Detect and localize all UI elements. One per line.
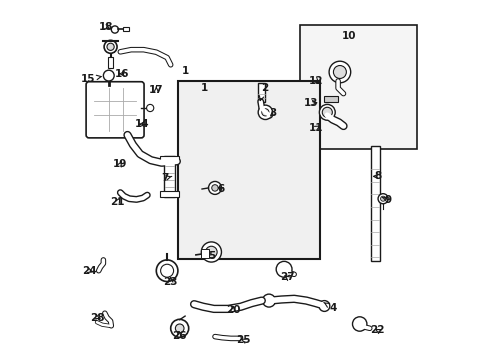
Circle shape	[380, 196, 385, 201]
Circle shape	[262, 294, 275, 307]
Text: 15: 15	[81, 74, 101, 84]
Bar	[159, 156, 179, 162]
Circle shape	[175, 324, 183, 333]
Circle shape	[328, 61, 350, 83]
Text: 4: 4	[323, 302, 336, 313]
Circle shape	[146, 104, 153, 112]
Circle shape	[156, 260, 178, 282]
Circle shape	[103, 70, 114, 81]
Bar	[323, 96, 337, 102]
Text: 7: 7	[161, 173, 171, 183]
Text: 22: 22	[370, 325, 384, 336]
Text: 8: 8	[373, 171, 381, 181]
Text: 6: 6	[217, 184, 224, 194]
Circle shape	[104, 40, 117, 53]
Text: 26: 26	[171, 330, 186, 341]
Circle shape	[276, 261, 291, 277]
Text: 5: 5	[207, 251, 215, 261]
Text: 10: 10	[341, 31, 355, 41]
Circle shape	[258, 105, 272, 120]
Bar	[178, 81, 320, 259]
Text: 25: 25	[236, 335, 250, 345]
Circle shape	[111, 26, 118, 33]
Text: 14: 14	[134, 119, 149, 129]
Text: 1: 1	[181, 66, 188, 76]
Text: 28: 28	[90, 312, 104, 323]
Text: 24: 24	[81, 266, 96, 276]
Bar	[370, 146, 379, 261]
Text: 12: 12	[308, 76, 323, 86]
Bar	[258, 83, 264, 102]
Circle shape	[107, 43, 114, 50]
Text: 3: 3	[269, 108, 276, 118]
Circle shape	[205, 246, 217, 258]
Text: 18: 18	[99, 22, 113, 32]
Text: 11: 11	[308, 123, 323, 133]
Circle shape	[211, 185, 218, 191]
Circle shape	[319, 104, 335, 120]
Text: 16: 16	[115, 69, 129, 79]
Circle shape	[377, 194, 387, 204]
Circle shape	[208, 181, 221, 194]
Text: 9: 9	[382, 195, 391, 205]
Circle shape	[160, 264, 173, 277]
FancyBboxPatch shape	[86, 82, 144, 138]
Text: 27: 27	[279, 272, 294, 282]
Circle shape	[261, 109, 268, 116]
Text: 21: 21	[110, 197, 125, 207]
Bar	[201, 249, 208, 258]
Circle shape	[201, 242, 221, 262]
Text: 20: 20	[225, 305, 240, 315]
Text: 2: 2	[259, 83, 267, 100]
Text: 13: 13	[303, 98, 318, 108]
Circle shape	[352, 317, 366, 331]
Circle shape	[333, 66, 346, 78]
Bar	[163, 156, 174, 197]
Bar	[300, 25, 416, 149]
Circle shape	[170, 319, 188, 337]
Circle shape	[322, 107, 332, 117]
Text: 19: 19	[113, 159, 127, 169]
Bar	[159, 191, 179, 197]
Bar	[122, 27, 128, 31]
Text: 23: 23	[163, 276, 178, 287]
Text: 1: 1	[201, 83, 208, 93]
Circle shape	[318, 301, 329, 311]
Text: 17: 17	[149, 85, 163, 95]
Bar	[108, 57, 113, 68]
